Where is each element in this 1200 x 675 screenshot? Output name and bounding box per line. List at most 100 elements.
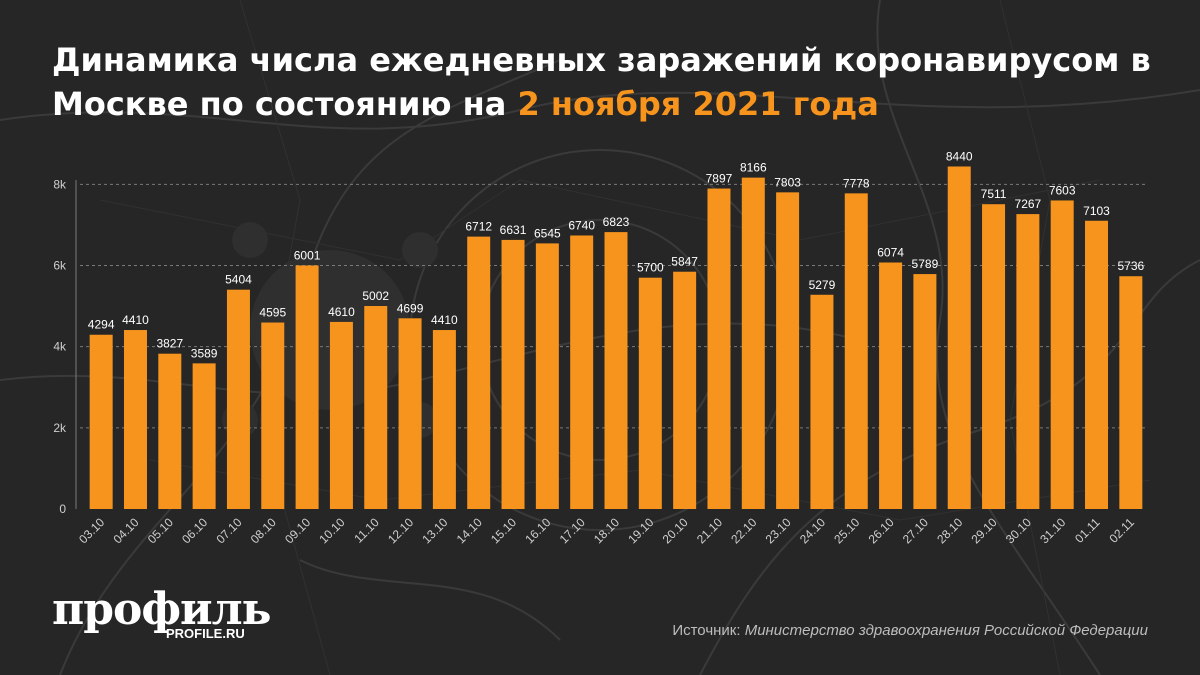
x-tick-label: 17.10 (557, 515, 588, 546)
bar-value-label: 8440 (946, 149, 973, 163)
x-tick-label: 05.10 (145, 515, 176, 546)
bar-value-label: 4699 (397, 301, 424, 315)
bar-value-label: 4610 (328, 305, 355, 319)
x-tick-label: 06.10 (179, 515, 210, 546)
bar-value-label: 7803 (774, 175, 801, 189)
bar-value-label: 5736 (1117, 259, 1144, 273)
y-tick-label: 0 (59, 502, 66, 516)
bar (158, 353, 182, 509)
bar-value-label: 5789 (912, 257, 939, 271)
y-tick-label: 2k (53, 421, 67, 435)
x-tick-label: 30.10 (1003, 515, 1034, 546)
bar (844, 193, 868, 509)
title-date-highlight: 2 ноября 2021 года (517, 85, 879, 123)
bar-value-label: 3589 (191, 346, 218, 360)
bar-value-label: 5700 (637, 261, 664, 275)
bar (226, 289, 250, 509)
x-tick-label: 11.10 (351, 515, 382, 546)
bar (329, 321, 353, 509)
bar-value-label: 7897 (706, 172, 733, 186)
bar (89, 334, 113, 509)
bar (913, 274, 937, 509)
bar-value-label: 4410 (122, 313, 149, 327)
bar (295, 265, 319, 509)
y-tick-label: 8k (53, 177, 67, 191)
x-tick-label: 31.10 (1037, 515, 1068, 546)
x-tick-label: 13.10 (419, 515, 450, 546)
x-tick-label: 27.10 (900, 515, 931, 546)
x-tick-label: 16.10 (522, 515, 553, 546)
bar-value-label: 7103 (1083, 204, 1110, 218)
x-tick-label: 02.11 (1106, 515, 1137, 546)
title-main: Динамика числа ежедневных заражений коро… (52, 41, 1151, 123)
x-tick-label: 24.10 (797, 515, 828, 546)
bar-value-label: 3827 (156, 337, 183, 351)
x-tick-label: 15.10 (488, 515, 519, 546)
bar-value-label: 4410 (431, 313, 458, 327)
bar (879, 262, 903, 509)
x-tick-label: 03.10 (76, 515, 107, 546)
bar-value-label: 6712 (465, 220, 492, 234)
bar (570, 235, 594, 510)
bar (123, 330, 147, 509)
x-tick-label: 20.10 (660, 515, 691, 546)
x-tick-label: 04.10 (110, 515, 141, 546)
bar (1050, 200, 1074, 509)
bar (1119, 276, 1143, 509)
bar (604, 232, 628, 509)
x-tick-label: 29.10 (969, 515, 1000, 546)
bar-value-label: 7603 (1049, 183, 1076, 197)
bar (776, 192, 800, 509)
bar-value-label: 7778 (843, 176, 870, 190)
chart-title: Динамика числа ежедневных заражений коро… (52, 38, 1172, 126)
bar-value-label: 6074 (877, 246, 904, 260)
y-tick-label: 4k (53, 340, 67, 354)
bar-value-label: 7511 (981, 187, 1007, 201)
x-tick-label: 22.10 (728, 515, 759, 546)
bar (741, 177, 765, 510)
bar (982, 204, 1006, 509)
bar-value-label: 6823 (603, 215, 630, 229)
bar (364, 306, 388, 509)
bar (638, 277, 662, 509)
bar-value-label: 8166 (740, 161, 767, 175)
bar-value-label: 5404 (225, 273, 252, 287)
y-tick-label: 6k (53, 259, 67, 273)
bar-value-label: 6545 (534, 226, 561, 240)
bar (398, 318, 422, 509)
bar-value-label: 4595 (259, 306, 286, 320)
bar-value-label: 6631 (500, 223, 527, 237)
source-note: Источник: Министерство здравоохранения Р… (672, 622, 1148, 639)
x-tick-label: 18.10 (591, 515, 622, 546)
bar-value-label: 6001 (294, 248, 321, 262)
x-tick-label: 26.10 (866, 515, 897, 546)
bar-value-label: 6740 (568, 218, 595, 232)
x-tick-label: 28.10 (934, 515, 965, 546)
x-tick-label: 12.10 (385, 515, 416, 546)
bar (467, 236, 491, 509)
x-tick-label: 09.10 (282, 515, 313, 546)
x-tick-label: 01.11 (1072, 515, 1103, 546)
bar-value-label: 5002 (362, 289, 389, 303)
bar (535, 243, 559, 509)
bar (192, 363, 216, 509)
profile-logo: профиль (52, 584, 272, 635)
bar (432, 330, 456, 509)
bar-value-label: 4294 (88, 318, 115, 332)
bar (261, 322, 285, 509)
bar-value-label: 5847 (671, 255, 698, 269)
bar (810, 294, 834, 509)
bar (707, 188, 731, 509)
bar (1085, 220, 1109, 509)
bar (501, 239, 525, 509)
x-tick-label: 10.10 (316, 515, 347, 546)
x-tick-label: 19.10 (625, 515, 656, 546)
x-tick-label: 07.10 (213, 515, 244, 546)
x-tick-label: 08.10 (248, 515, 279, 546)
x-tick-label: 14.10 (454, 515, 485, 546)
source-label: Источник: (672, 622, 741, 639)
source-value: Министерство здравоохранения Российской … (744, 622, 1148, 639)
bar (947, 166, 971, 509)
bar-value-label: 5279 (809, 278, 836, 292)
